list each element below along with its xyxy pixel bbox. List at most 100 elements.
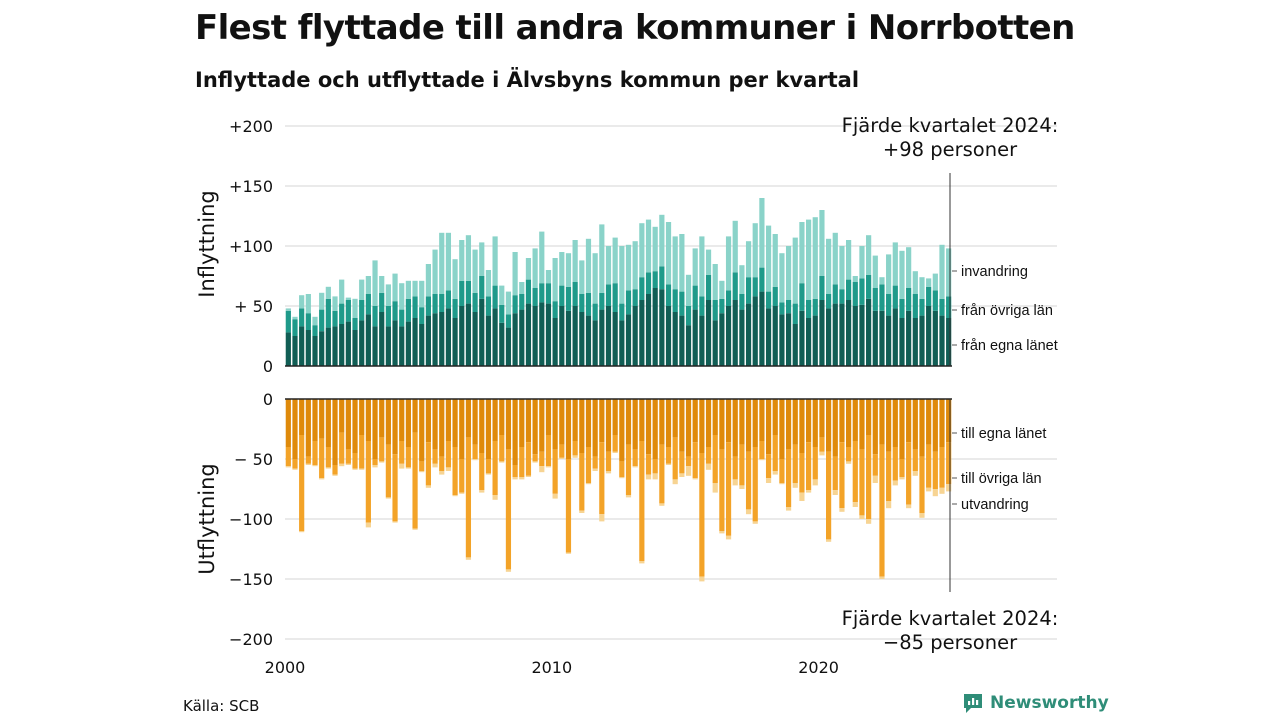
bar-utflyttning-1 [679, 399, 685, 452]
bar-utflyttning-3 [532, 461, 538, 463]
bar-inflyttning-2 [499, 304, 505, 323]
bar-utflyttning-2 [932, 451, 938, 489]
bar-inflyttning-1 [519, 309, 525, 366]
bar-utflyttning-2 [552, 449, 558, 494]
bar-inflyttning-1 [772, 306, 778, 366]
bar-utflyttning-3 [365, 522, 371, 528]
bar-utflyttning-3 [619, 477, 625, 479]
bar-inflyttning-3 [385, 284, 391, 306]
bar-utflyttning-2 [592, 456, 598, 469]
bar-inflyttning-2 [372, 306, 378, 327]
bar-utflyttning-3 [599, 514, 605, 522]
bar-inflyttning-1 [445, 308, 452, 366]
bar-inflyttning-2 [572, 282, 578, 306]
bar-utflyttning-3 [319, 478, 325, 480]
bar-inflyttning-1 [552, 318, 558, 366]
bar-utflyttning-2 [852, 441, 858, 503]
bar-inflyttning-3 [872, 255, 878, 288]
bar-utflyttning-2 [479, 453, 485, 491]
bar-utflyttning-1 [725, 399, 732, 443]
bar-utflyttning-1 [619, 399, 625, 462]
bar-utflyttning-1 [499, 399, 505, 435]
bar-utflyttning-2 [919, 456, 925, 513]
bar-utflyttning-3 [525, 475, 532, 477]
series-label: från övriga län [961, 303, 1053, 319]
bar-utflyttning-2 [679, 451, 685, 474]
bar-utflyttning-1 [519, 399, 525, 447]
bar-inflyttning-2 [886, 294, 892, 316]
bar-inflyttning-3 [519, 282, 525, 294]
bar-utflyttning-3 [312, 465, 318, 467]
latest-value-annotation: −85 personer [883, 631, 1018, 654]
bar-utflyttning-2 [879, 444, 885, 577]
bar-utflyttning-1 [559, 399, 565, 445]
series-label: invandring [961, 264, 1028, 280]
bar-utflyttning-3 [539, 466, 545, 473]
bar-inflyttning-3 [919, 277, 925, 299]
bar-inflyttning-2 [565, 286, 572, 311]
bar-inflyttning-1 [819, 300, 825, 366]
bar-inflyttning-2 [539, 283, 545, 303]
bar-inflyttning-2 [305, 313, 311, 330]
bar-inflyttning-1 [812, 315, 818, 366]
bar-inflyttning-2 [672, 289, 678, 312]
bar-inflyttning-2 [946, 296, 952, 318]
bar-utflyttning-1 [539, 399, 545, 452]
bar-utflyttning-1 [705, 399, 712, 447]
bar-inflyttning-2 [432, 294, 438, 314]
bar-utflyttning-3 [285, 466, 291, 468]
bar-utflyttning-3 [605, 471, 612, 474]
bar-utflyttning-1 [839, 399, 845, 443]
bar-utflyttning-2 [519, 447, 525, 477]
bar-utflyttning-3 [779, 483, 785, 485]
bar-utflyttning-1 [765, 399, 772, 455]
bar-inflyttning-1 [665, 306, 672, 366]
bar-utflyttning-1 [419, 399, 425, 462]
bar-inflyttning-2 [645, 272, 652, 294]
bar-inflyttning-1 [872, 310, 878, 366]
bar-inflyttning-1 [912, 318, 918, 366]
bar-utflyttning-1 [459, 399, 465, 459]
bar-utflyttning-1 [752, 399, 758, 447]
bar-inflyttning-1 [539, 302, 545, 366]
bar-utflyttning-3 [565, 552, 572, 554]
bar-inflyttning-3 [632, 241, 638, 290]
bar-utflyttning-2 [692, 442, 698, 479]
bar-inflyttning-3 [399, 283, 405, 310]
bar-utflyttning-2 [425, 442, 431, 486]
bar-inflyttning-1 [892, 308, 898, 366]
bar-inflyttning-1 [512, 313, 518, 366]
bar-inflyttning-1 [365, 314, 371, 366]
bar-utflyttning-1 [919, 399, 925, 457]
y-tick-label: −200 [229, 630, 273, 649]
bar-utflyttning-3 [425, 485, 431, 488]
bar-inflyttning-3 [512, 252, 518, 296]
bar-inflyttning-3 [305, 294, 311, 314]
bar-utflyttning-2 [866, 435, 872, 519]
bar-inflyttning-1 [906, 310, 912, 366]
bar-inflyttning-1 [866, 298, 872, 366]
bar-inflyttning-2 [839, 289, 845, 304]
bar-utflyttning-2 [572, 441, 578, 456]
bar-utflyttning-3 [592, 468, 598, 471]
bar-utflyttning-2 [512, 465, 518, 477]
bar-utflyttning-3 [739, 485, 745, 489]
bar-utflyttning-1 [906, 399, 912, 443]
bar-utflyttning-3 [572, 455, 578, 458]
bar-utflyttning-3 [692, 478, 698, 480]
bar-utflyttning-2 [359, 435, 365, 469]
bar-inflyttning-2 [772, 286, 778, 306]
bar-inflyttning-2 [625, 290, 632, 315]
bar-inflyttning-2 [419, 307, 425, 324]
bar-inflyttning-3 [645, 219, 652, 273]
bar-inflyttning-1 [372, 326, 378, 366]
bar-inflyttning-3 [505, 291, 512, 315]
bar-utflyttning-2 [399, 441, 405, 464]
bar-utflyttning-3 [559, 457, 565, 459]
bar-utflyttning-2 [539, 451, 545, 467]
bar-inflyttning-3 [946, 248, 952, 297]
bar-utflyttning-3 [492, 495, 498, 500]
bar-utflyttning-1 [739, 399, 745, 445]
bar-inflyttning-1 [559, 306, 565, 366]
bar-utflyttning-1 [485, 399, 492, 459]
